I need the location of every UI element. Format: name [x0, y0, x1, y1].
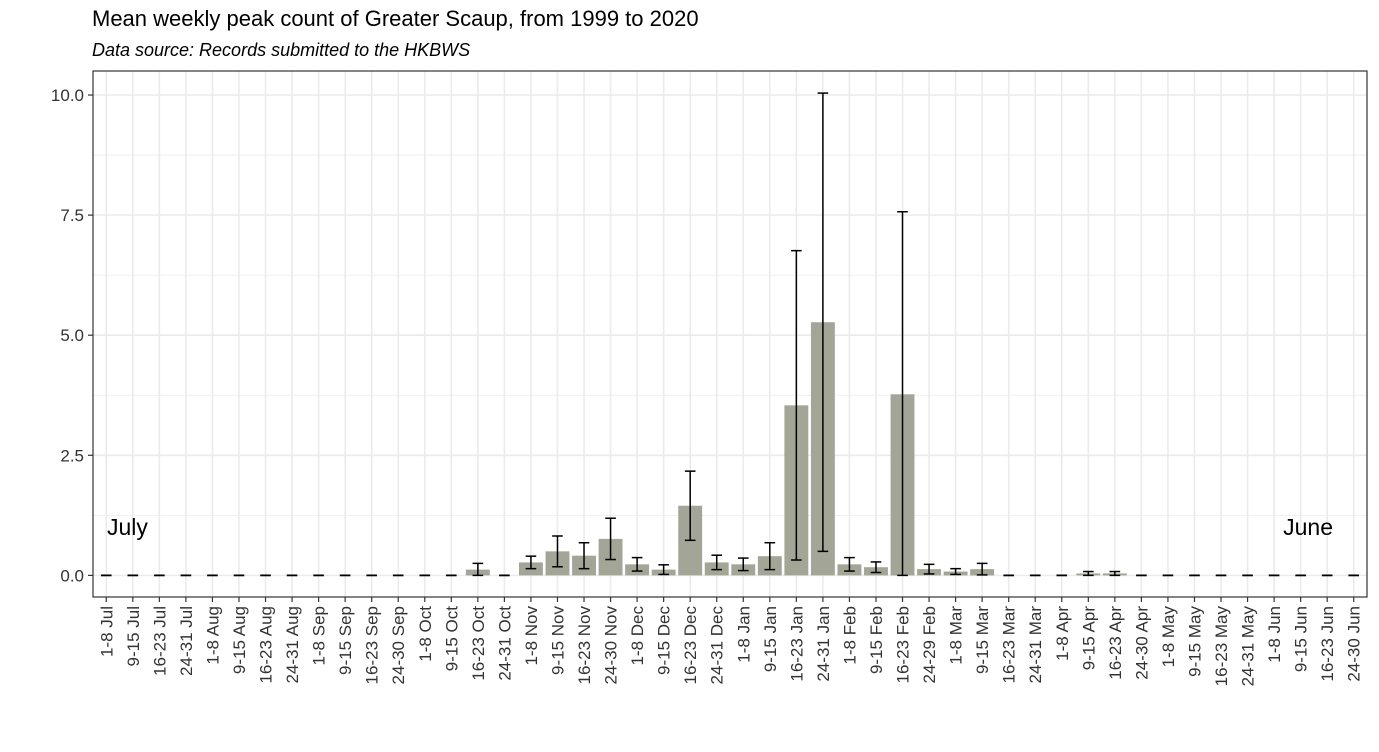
x-tick-label: 9-15 Mar: [973, 606, 992, 674]
x-tick-label: 16-23 Aug: [257, 606, 276, 684]
x-tick-label: 24-31 Oct: [495, 606, 514, 681]
error-bars: [100, 92, 1360, 577]
x-tick-label: 9-15 Dec: [655, 606, 674, 675]
error-bar: [950, 567, 961, 576]
x-axis: 1-8 Jul 9-15 Jul 16-23 Jul 24-31 Jul 1-8 Aug…: [97, 597, 1364, 687]
x-tick-label: 9-15 Aug: [230, 606, 249, 674]
grid-lines: [93, 71, 1367, 597]
x-tick-label: 9-15 Jan: [761, 606, 780, 672]
error-bar: [658, 564, 669, 576]
x-tick-label: 24-31 Jul: [177, 606, 196, 676]
error-bar: [525, 555, 537, 570]
x-tick-label: 24-31 Aug: [283, 606, 302, 684]
panel-border: [92, 70, 1368, 598]
x-tick-label: 1-8 Jul: [97, 606, 116, 657]
error-bar: [764, 541, 776, 571]
error-bar: [737, 557, 749, 572]
y-tick-label: 5.0: [60, 326, 84, 345]
x-tick-label: 1-8 Oct: [416, 606, 435, 662]
x-tick-label: 1-8 Mar: [947, 606, 966, 665]
x-tick-label: 1-8 Apr: [1053, 606, 1072, 661]
x-tick-label: 1-8 Jun: [1265, 606, 1284, 663]
error-bar: [923, 563, 935, 575]
x-tick-label: 9-15 Feb: [867, 606, 886, 674]
chart-subtitle: Data source: Records submitted to the HK…: [92, 40, 471, 60]
error-bar: [472, 562, 484, 577]
x-tick-label: 9-15 Oct: [442, 606, 461, 671]
x-tick-label: 9-15 Apr: [1079, 606, 1098, 671]
error-bar: [578, 541, 590, 570]
annotation-june: June: [1283, 514, 1333, 540]
x-tick-label: 1-8 Aug: [203, 606, 222, 665]
x-tick-label: 16-23 Apr: [1106, 606, 1125, 680]
x-tick-label: 16-23 Dec: [681, 606, 700, 685]
y-tick-label: 2.5: [60, 446, 84, 465]
x-tick-label: 1-8 Sep: [310, 606, 329, 666]
x-tick-label: 16-23 May: [1212, 606, 1231, 687]
x-tick-label: 9-15 Jun: [1292, 606, 1311, 672]
x-tick-label: 16-23 Mar: [1000, 606, 1019, 684]
error-bar: [976, 562, 988, 576]
x-tick-label: 24-30 Sep: [389, 606, 408, 684]
y-tick-label: 0.0: [60, 566, 84, 585]
x-tick-label: 16-23 Feb: [894, 606, 913, 684]
x-tick-label: 16-23 Jan: [787, 606, 806, 682]
x-tick-label: 24-31 Mar: [1026, 606, 1045, 684]
x-tick-label: 1-8 Dec: [628, 606, 647, 666]
error-bar: [684, 470, 696, 542]
x-tick-label: 24-30 Jun: [1345, 606, 1364, 682]
y-tick-label: 10.0: [51, 86, 84, 105]
error-bar: [1109, 570, 1121, 577]
error-bar: [1083, 570, 1094, 577]
x-tick-label: 1-8 Jan: [734, 606, 753, 663]
error-bar: [631, 556, 643, 572]
y-tick-label: 7.5: [60, 206, 84, 225]
error-bar: [870, 561, 882, 574]
x-tick-label: 16-23 Jun: [1318, 606, 1337, 682]
x-tick-label: 16-23 Sep: [363, 606, 382, 684]
error-bar: [817, 92, 829, 553]
error-bar: [605, 517, 616, 561]
error-bar: [897, 210, 908, 577]
x-tick-label: 1-8 Nov: [522, 606, 541, 666]
x-tick-label: 9-15 Jul: [124, 606, 143, 666]
x-tick-label: 9-15 May: [1185, 606, 1204, 677]
error-bar: [844, 556, 855, 572]
x-tick-label: 24-30 Nov: [602, 606, 621, 685]
x-tick-label: 24-31 Jan: [814, 606, 833, 682]
x-tick-label: 16-23 Oct: [469, 606, 488, 681]
x-tick-label: 24-29 Feb: [920, 606, 939, 684]
x-tick-label: 24-30 Apr: [1132, 606, 1151, 680]
x-tick-label: 1-8 May: [1159, 606, 1178, 668]
chart-title: Mean weekly peak count of Greater Scaup,…: [92, 6, 699, 31]
x-tick-label: 1-8 Feb: [840, 606, 859, 665]
annotation-july: July: [107, 514, 148, 540]
x-tick-label: 9-15 Nov: [548, 606, 567, 675]
error-bar: [552, 535, 563, 568]
y-axis: 0.0 2.5 5.0 7.5 10.0: [51, 86, 93, 585]
x-tick-label: 24-31 May: [1239, 606, 1258, 687]
x-tick-label: 16-23 Jul: [150, 606, 169, 676]
x-tick-label: 9-15 Sep: [336, 606, 355, 675]
error-bar: [791, 249, 802, 561]
error-bar: [711, 554, 723, 571]
x-tick-label: 16-23 Nov: [575, 606, 594, 685]
x-tick-label: 24-31 Dec: [708, 606, 727, 685]
